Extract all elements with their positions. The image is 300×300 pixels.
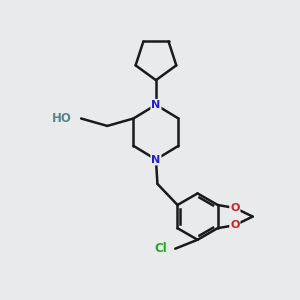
Text: N: N <box>151 154 160 164</box>
Text: Cl: Cl <box>154 242 167 255</box>
Text: O: O <box>230 203 240 213</box>
Text: N: N <box>151 100 160 110</box>
Text: O: O <box>230 220 240 230</box>
Text: HO: HO <box>52 112 72 125</box>
